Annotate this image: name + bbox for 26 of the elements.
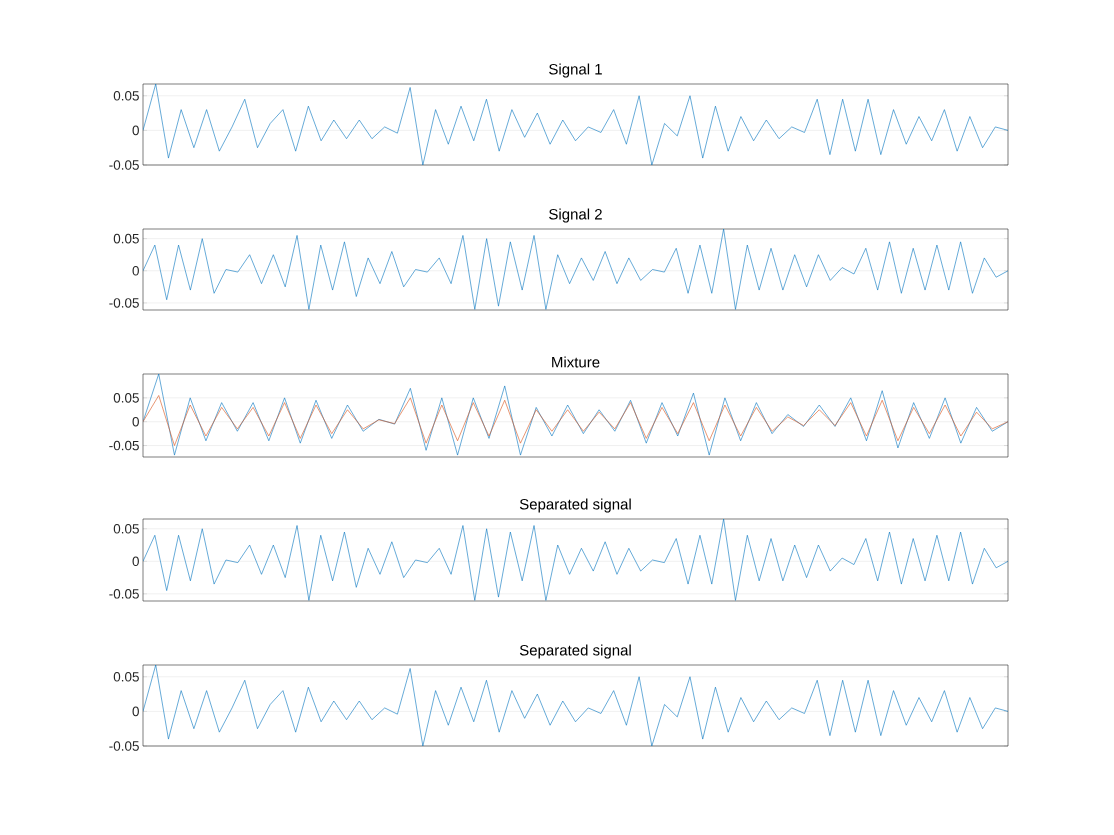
- chart-title: Separated signal: [519, 498, 631, 513]
- y-tick-label: -0.05: [109, 298, 139, 308]
- line-series: [143, 395, 1009, 446]
- y-tick-label: -0.05: [109, 160, 139, 170]
- chart-title: Signal 2: [549, 208, 602, 223]
- y-tick-label: -0.05: [109, 440, 139, 451]
- y-tick-label: 0: [132, 125, 139, 136]
- y-tick-label: 0.05: [113, 523, 139, 534]
- chart-title: Mixture: [552, 356, 600, 368]
- chart-title: Signal 1: [549, 63, 602, 78]
- y-tick-label: 0.05: [113, 393, 139, 403]
- y-tick-label: 0: [132, 706, 139, 717]
- y-tick-label: -0.05: [109, 741, 139, 751]
- line-series: [143, 84, 1009, 165]
- y-tick-label: 0.05: [113, 233, 139, 244]
- y-tick-label: 0: [132, 266, 139, 276]
- y-tick-label: -0.05: [109, 589, 139, 599]
- line-series: [143, 665, 1009, 747]
- chart-title: Separated signal: [519, 644, 631, 659]
- y-tick-label: 0.05: [113, 672, 139, 682]
- y-tick-label: 0: [132, 556, 139, 567]
- line-series: [143, 519, 1008, 601]
- y-tick-label: 0.05: [113, 91, 139, 101]
- line-series: [143, 374, 1009, 456]
- line-series: [143, 229, 1008, 310]
- y-tick-label: 0: [132, 416, 139, 427]
